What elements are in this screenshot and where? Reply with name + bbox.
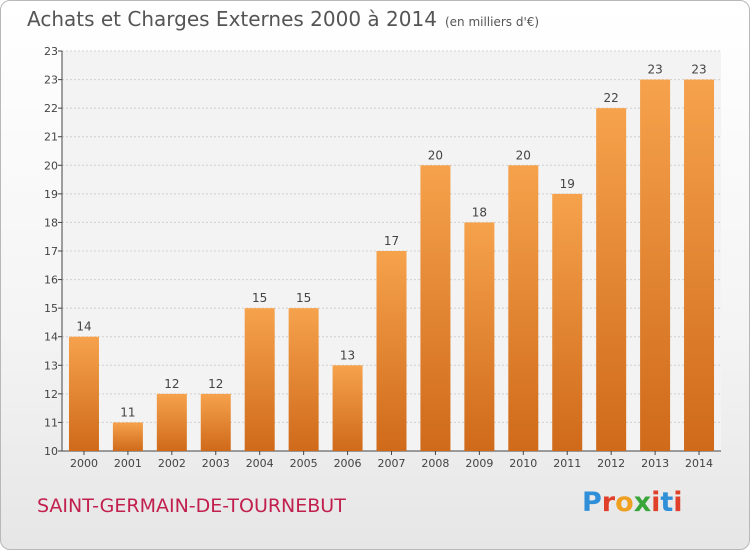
chart-title: Achats et Charges Externes 2000 à 2014 (e… [27,7,539,31]
data-label: 13 [340,348,355,362]
y-tick-label: 21 [44,131,58,144]
x-tick-label: 2011 [553,457,581,470]
data-label: 22 [604,91,619,105]
data-label: 17 [384,234,399,248]
y-tick-label: 18 [44,216,58,229]
y-tick-label: 19 [44,188,58,201]
y-tick-label: 14 [44,331,58,344]
data-label: 18 [472,205,487,219]
bar [596,108,627,452]
x-tick-label: 2004 [246,457,274,470]
x-tick-label: 2010 [509,457,537,470]
logo-letter: i [673,487,683,518]
title-text: Achats et Charges Externes 2000 à 2014 [27,7,437,31]
y-tick-label: 15 [44,302,58,315]
x-tick-label: 2002 [158,457,186,470]
data-label: 12 [164,377,179,391]
data-label: 23 [647,63,662,77]
x-tick-label: 2013 [641,457,669,470]
bar [200,393,231,451]
data-label: 20 [516,148,531,162]
x-tick-label: 2005 [290,457,318,470]
city-name: SAINT-GERMAIN-DE-TOURNEBUT [37,495,346,517]
logo-letter: P [582,487,602,518]
y-tick-label: 23 [44,74,58,87]
proxiti-logo: Proxiti [582,487,683,518]
bar [68,336,99,451]
bar [420,165,451,452]
chart-subtitle: (en milliers d'€) [444,15,540,29]
logo-letter: x [633,487,652,518]
data-label: 23 [691,63,706,77]
data-label: 15 [296,291,311,305]
bar [112,422,143,451]
bar [332,365,363,451]
x-tick-label: 2007 [378,457,406,470]
logo-letter: r [601,487,616,518]
bar [376,251,407,451]
x-tick-label: 2008 [421,457,449,470]
x-tick-label: 2014 [685,457,713,470]
x-tick-label: 2001 [114,457,142,470]
y-tick-label: 16 [44,274,58,287]
x-tick-label: 2009 [465,457,493,470]
logo-letter: i [651,487,661,518]
bar [640,79,671,452]
y-tick-label: 11 [44,416,58,429]
bar [684,79,715,452]
y-tick-label: 10 [44,445,58,458]
y-tick-label: 17 [44,245,58,258]
data-label: 12 [208,377,223,391]
y-tick-label: 22 [44,102,58,115]
bar [244,308,275,451]
data-label: 11 [120,405,135,419]
logo-letter: o [615,487,634,518]
data-label: 19 [560,177,575,191]
y-tick-label: 13 [44,359,58,372]
y-tick-label: 20 [44,159,58,172]
data-label: 14 [76,320,91,334]
data-label: 20 [428,148,443,162]
x-tick-label: 2003 [202,457,230,470]
bar [552,193,583,451]
bar [464,222,495,451]
y-tick-label: 23 [44,45,58,58]
bar [508,165,539,452]
x-tick-label: 2006 [334,457,362,470]
x-tick-label: 2000 [70,457,98,470]
logo-letter: t [660,487,674,518]
bar [288,308,319,451]
y-tick-label: 12 [44,388,58,401]
x-tick-label: 2012 [597,457,625,470]
bar [156,393,187,451]
data-label: 15 [252,291,267,305]
